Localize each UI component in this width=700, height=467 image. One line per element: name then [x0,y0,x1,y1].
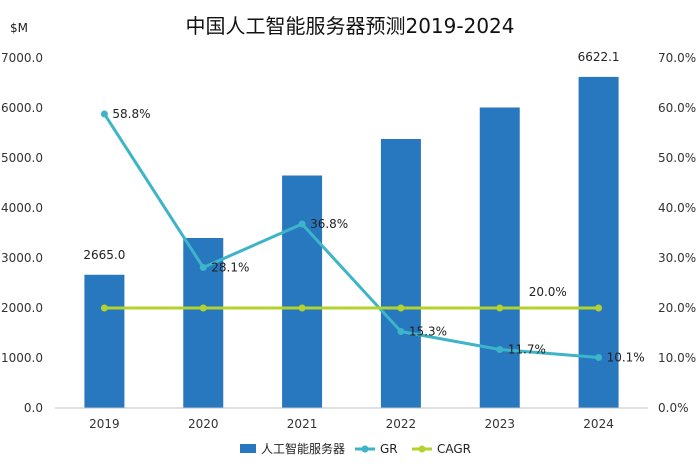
x-axis-ticks: 2019 2020 2021 2022 2023 2024 [89,417,614,431]
gr-point [397,328,405,335]
left-axis-tick-label: 5000.0 [1,151,43,165]
right-axis-tick-label: 30.0% [658,251,696,265]
gr-point [496,346,504,353]
gr-point [298,220,306,228]
right-axis-tick-label: 70.0% [658,51,696,65]
gr-line [103,113,599,359]
cagr-point [199,304,207,312]
bar-series [84,76,619,409]
x-axis-tick-label: 2024 [583,417,614,431]
legend: 人工智能服务器 GR CAGR [240,441,471,456]
right-axis-tick-label: 50.0% [658,151,696,165]
legend-label: 人工智能服务器 [261,441,345,456]
cagr-point [397,304,405,312]
bar [380,139,421,408]
gr-data-label: 28.1% [211,261,249,275]
cagr-data-label: 20.0% [529,285,567,299]
right-axis-tick-label: 20.0% [658,301,696,315]
data-labels: 2665.0 6622.1 58.8% 28.1% 36.8% 15.3% 11.7% 10.… [83,50,644,365]
x-axis-tick-label: 2021 [287,417,318,431]
left-axis-tick-label: 4000.0 [1,201,43,215]
left-axis-tick-label: 6000.0 [1,101,43,115]
left-axis-tick-label: 2000.0 [1,301,43,315]
left-axis-tick-label: 3000.0 [1,251,43,265]
gr-data-label: 10.1% [607,351,645,365]
bar [578,76,619,409]
left-axis-tick-label: 1000.0 [1,351,43,365]
right-axis-tick-label: 10.0% [658,351,696,365]
y-axis-unit-label: $M [10,21,28,35]
gr-data-label: 36.8% [310,217,348,231]
left-axis-tick-label: 0.0 [24,401,43,415]
bar-data-label: 6622.1 [578,50,620,64]
cagr-point [100,304,108,312]
line-series [100,110,603,361]
gr-point [100,110,108,118]
bar-data-label: 2665.0 [83,248,125,262]
cagr-point [298,304,306,312]
gr-data-label: 15.3% [409,325,447,339]
x-axis-tick-label: 2019 [89,417,120,431]
bar [84,274,125,408]
gr-data-label: 58.8% [112,107,150,121]
legend-swatch-marker [361,445,369,453]
right-axis-ticks: 0.0% 10.0% 20.0% 30.0% 40.0% 50.0% 60.0% 70.0% [658,51,696,415]
gr-data-label: 11.7% [508,343,546,357]
left-axis-ticks: 0.0 1000.0 2000.0 3000.0 4000.0 5000.0 6000.0 7… [1,51,43,415]
chart-title: 中国人工智能服务器预测2019-2024 [185,14,514,38]
gr-point [199,264,207,271]
bar [282,175,323,408]
legend-swatch-marker [418,445,426,453]
legend-swatch-bar [240,444,256,453]
x-axis-tick-label: 2020 [188,417,219,431]
x-axis-tick-label: 2023 [484,417,515,431]
x-axis-tick-label: 2022 [386,417,417,431]
legend-label: CAGR [437,442,471,456]
right-axis-tick-label: 60.0% [658,101,696,115]
cagr-point [496,304,504,312]
left-axis-tick-label: 7000.0 [1,51,43,65]
right-axis-tick-label: 0.0% [658,401,689,415]
legend-label: GR [380,442,398,456]
gr-point [595,354,603,361]
right-axis-tick-label: 40.0% [658,201,696,215]
bar [479,107,520,408]
cagr-point [595,304,603,312]
